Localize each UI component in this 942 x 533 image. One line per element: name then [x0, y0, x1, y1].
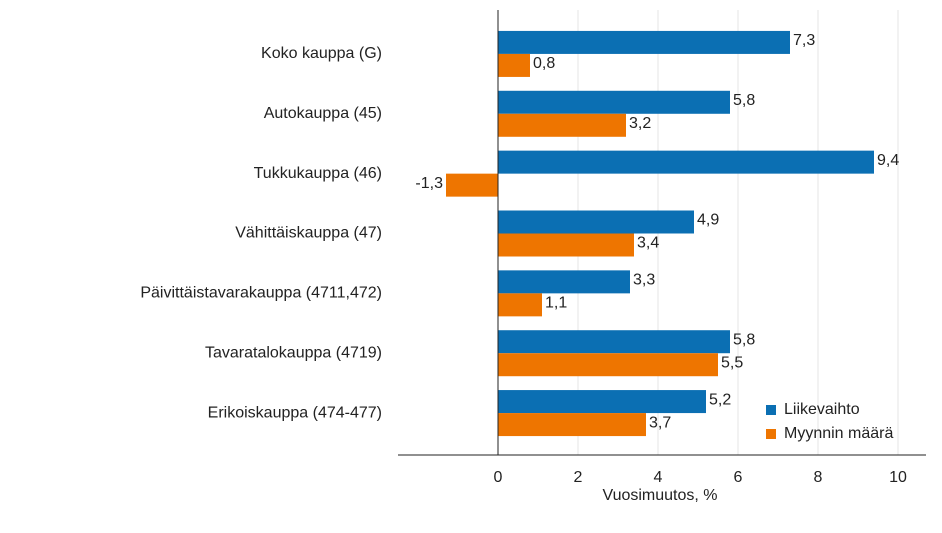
- bar: [498, 293, 542, 317]
- value-label: 5,2: [709, 391, 731, 408]
- value-label: 3,4: [637, 235, 659, 252]
- value-label: 3,2: [629, 115, 651, 132]
- x-tick-label: 2: [574, 469, 583, 486]
- value-label: 5,5: [721, 354, 743, 371]
- y-tick-label: Erikoiskauppa (474-477): [208, 404, 382, 421]
- value-label: -1,3: [415, 175, 443, 192]
- legend-label: Liikevaihto: [784, 401, 860, 418]
- bar: [498, 413, 646, 437]
- y-tick-label: Tukkukauppa (46): [254, 165, 382, 182]
- value-label: 3,3: [633, 272, 655, 289]
- bar: [498, 113, 626, 137]
- bar: [498, 330, 730, 354]
- bar: [498, 90, 730, 114]
- value-label: 1,1: [545, 295, 567, 312]
- legend-label: Myynnin määrä: [784, 425, 893, 442]
- value-label: 7,3: [793, 32, 815, 49]
- y-tick-label: Vähittäiskauppa (47): [235, 225, 382, 242]
- bar: [498, 210, 694, 234]
- bar: [498, 30, 790, 54]
- x-tick-label: 6: [734, 469, 743, 486]
- value-label: 4,9: [697, 212, 719, 229]
- bar: [498, 353, 718, 377]
- bar: [498, 150, 874, 174]
- y-tick-label: Päivittäistavarakauppa (4711,472): [140, 285, 382, 302]
- legend-swatch: [766, 429, 776, 439]
- bar: [498, 390, 706, 414]
- y-tick-label: Autokauppa (45): [264, 105, 382, 122]
- x-tick-label: 8: [814, 469, 823, 486]
- y-tick-label: Koko kauppa (G): [261, 45, 382, 62]
- bar: [498, 233, 634, 257]
- legend-swatch: [766, 405, 776, 415]
- value-label: 9,4: [877, 152, 899, 169]
- bar: [498, 53, 530, 77]
- value-label: 0,8: [533, 55, 555, 72]
- value-label: 3,7: [649, 414, 671, 431]
- x-tick-label: 4: [654, 469, 663, 486]
- bar: [446, 173, 498, 197]
- y-tick-label: Tavaratalokauppa (4719): [205, 344, 382, 361]
- x-axis-label: Vuosimuutos, %: [602, 487, 717, 504]
- value-label: 5,8: [733, 92, 755, 109]
- bar: [498, 270, 630, 294]
- value-label: 5,8: [733, 331, 755, 348]
- x-tick-label: 10: [889, 469, 907, 486]
- x-tick-label: 0: [494, 469, 503, 486]
